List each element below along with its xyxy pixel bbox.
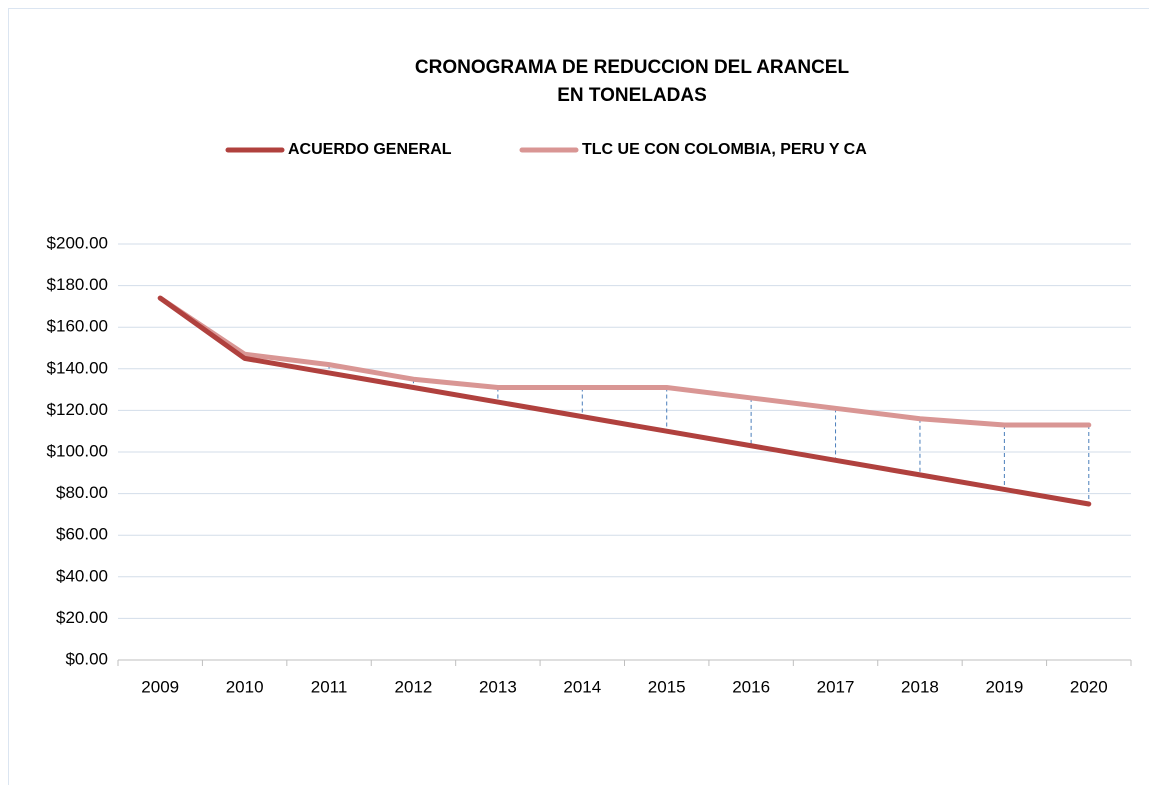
x-tick-label: 2013 [479,677,517,696]
y-tick-label: $0.00 [65,649,108,668]
y-tick-label: $20.00 [56,608,108,627]
x-tick-label: 2009 [141,677,179,696]
x-tick-label: 2016 [732,677,770,696]
y-tick-label: $120.00 [47,400,108,419]
y-tick-label: $180.00 [47,275,108,294]
chart-title: CRONOGRAMA DE REDUCCION DEL ARANCEL [415,57,850,78]
x-tick-label: 2015 [648,677,686,696]
x-tick-label: 2010 [226,677,264,696]
x-tick-label: 2014 [563,677,601,696]
y-tick-label: $160.00 [47,317,108,336]
chart-title: EN TONELADAS [557,85,707,106]
x-tick-label: 2017 [817,677,855,696]
legend-label: TLC UE CON COLOMBIA, PERU Y CA [582,141,867,158]
x-tick-label: 2012 [395,677,433,696]
x-tick-label: 2011 [311,677,348,696]
y-tick-label: $40.00 [56,566,108,585]
y-tick-label: $80.00 [56,483,108,502]
series-line [157,295,1092,428]
y-tick-label: $140.00 [47,358,108,377]
chart-border [8,8,1149,785]
y-tick-label: $100.00 [47,441,108,460]
y-tick-label: $200.00 [47,233,108,252]
x-tick-label: 2018 [901,677,939,696]
series-line [157,295,1092,507]
x-tick-label: 2019 [985,677,1023,696]
y-tick-label: $60.00 [56,525,108,544]
legend-label: ACUERDO GENERAL [288,141,452,158]
x-tick-label: 2020 [1070,677,1108,696]
